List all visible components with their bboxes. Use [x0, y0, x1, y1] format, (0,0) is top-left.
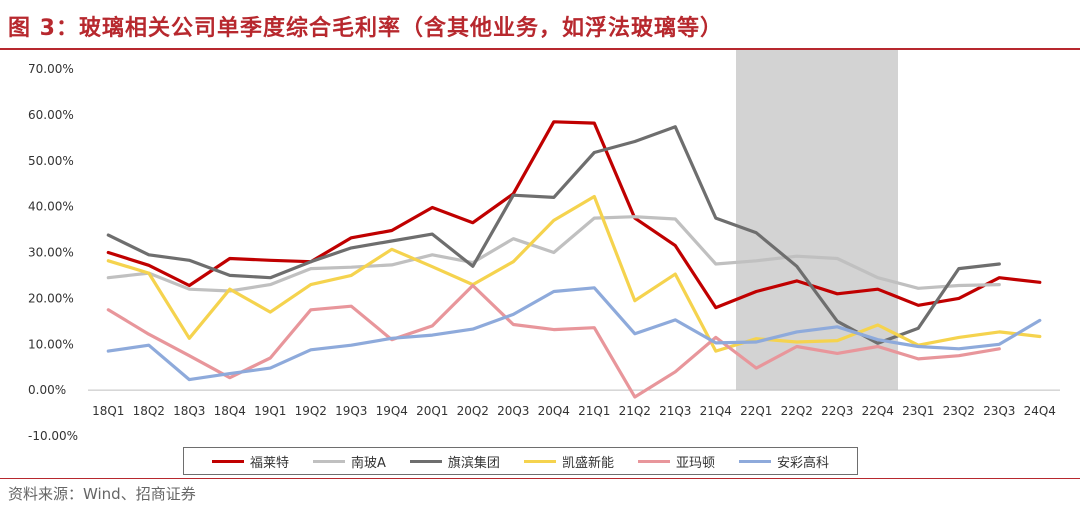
series-line-4 [106, 194, 1042, 353]
legend-label: 福莱特 [250, 455, 290, 471]
chart-title: 图 3：玻璃相关公司单季度综合毛利率（含其他业务，如浮法玻璃等） [8, 16, 723, 41]
x-tick-label: 22Q2 [781, 404, 813, 418]
legend-label: 亚玛顿 [675, 455, 715, 471]
x-tick-label: 18Q4 [214, 404, 246, 418]
x-tick-label: 18Q1 [92, 404, 124, 418]
legend-item: 福莱特 [212, 452, 289, 471]
legend-label: 南玻A [351, 455, 386, 471]
x-tick-label: 18Q3 [173, 404, 205, 418]
legend-label: 旗滨集团 [447, 455, 500, 471]
legend-swatch [523, 459, 556, 463]
x-tick-label: 19Q2 [295, 404, 327, 418]
x-tick-label: 20Q1 [416, 404, 448, 418]
x-tick-label: 21Q3 [659, 404, 691, 418]
y-tick-label: 70.00% [28, 62, 74, 76]
legend-item: 亚玛顿 [637, 452, 715, 471]
x-tick-label: 22Q4 [862, 404, 894, 418]
legend-swatch [637, 459, 670, 463]
x-tick-label: 24Q4 [1024, 404, 1056, 418]
shaded-period [736, 50, 898, 391]
x-tick-label: 21Q2 [619, 404, 651, 418]
chart-legend: 福莱特 南玻A 旗滨集团 凯盛新能 亚玛顿 安彩高科 [183, 447, 858, 475]
series-line-6 [106, 286, 1042, 382]
y-tick-label: 40.00% [28, 200, 74, 214]
legend-item: 南玻A [313, 452, 386, 471]
x-tick-label: 22Q3 [821, 404, 853, 418]
legend-item: 安彩高科 [738, 452, 829, 471]
bottom-divider [0, 478, 1080, 479]
x-tick-label: 22Q1 [740, 404, 772, 418]
x-tick-label: 19Q4 [376, 404, 408, 418]
x-tick-label: 20Q2 [457, 404, 489, 418]
x-tick-label: 20Q3 [497, 404, 529, 418]
x-tick-label: 21Q1 [578, 404, 610, 418]
figure-header: 图 3：玻璃相关公司单季度综合毛利率（含其他业务，如浮法玻璃等） [0, 0, 1080, 50]
legend-swatch [212, 459, 244, 463]
x-tick-label: 18Q2 [133, 404, 165, 418]
y-tick-label: 30.00% [28, 246, 74, 260]
y-tick-label: -10.00% [28, 429, 78, 443]
y-tick-label: 10.00% [28, 337, 74, 351]
legend-swatch [313, 459, 346, 463]
y-tick-label: 60.00% [28, 108, 74, 122]
y-tick-label: 0.00% [28, 383, 66, 397]
legend-label: 凯盛新能 [561, 455, 614, 471]
x-tick-label: 23Q1 [902, 404, 934, 418]
x-tick-label: 23Q3 [983, 404, 1015, 418]
y-tick-label: 50.00% [28, 154, 74, 168]
series-line-2 [106, 215, 1001, 293]
legend-item: 旗滨集团 [409, 452, 500, 471]
y-tick-label: 20.00% [28, 291, 74, 305]
legend-label: 安彩高科 [776, 455, 829, 471]
x-tick-label: 20Q4 [538, 404, 570, 418]
series-line-3 [106, 125, 1001, 345]
line-chart: -10.00% 0.00% 10.00% 20.00% 30.00% 40.00% 50.0… [28, 50, 1060, 443]
series-line-1 [106, 120, 1042, 310]
legend-swatch [738, 459, 771, 463]
x-tick-label: 21Q4 [700, 404, 732, 418]
x-tick-label: 19Q1 [254, 404, 286, 418]
legend-swatch [409, 459, 442, 463]
x-tick-label: 23Q2 [943, 404, 975, 418]
source-note: 资料来源：Wind、招商证券 [8, 485, 196, 503]
series-line-5 [106, 283, 1001, 399]
x-tick-label: 19Q3 [335, 404, 367, 418]
legend-item: 凯盛新能 [523, 452, 614, 471]
